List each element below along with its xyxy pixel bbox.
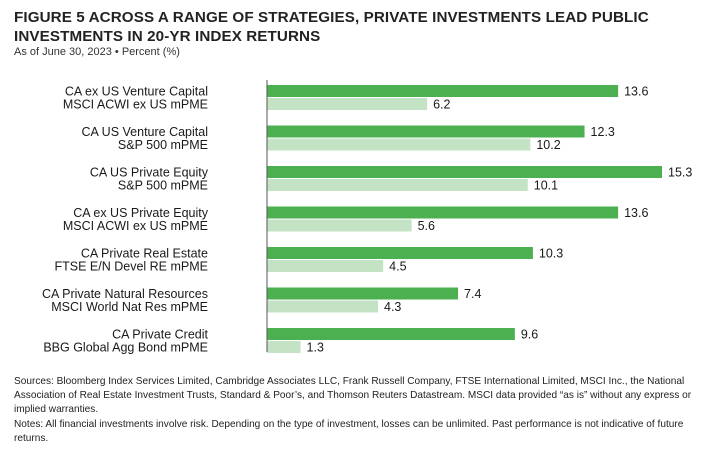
public-value-label: 4.5 xyxy=(389,260,406,274)
private-bar xyxy=(267,247,533,259)
private-category-label: CA Private Real Estate xyxy=(81,247,208,261)
private-category-label: CA ex US Venture Capital xyxy=(65,85,208,99)
private-bar xyxy=(267,287,459,300)
public-bar xyxy=(267,300,379,313)
public-bar xyxy=(267,138,531,151)
private-bar xyxy=(267,328,515,340)
private-value-label: 15.3 xyxy=(668,166,692,180)
public-category-label: MSCI World Nat Res mPME xyxy=(51,300,208,314)
public-category-label: MSCI ACWI ex US mPME xyxy=(63,219,208,233)
public-category-label: FTSE E/N Devel RE mPME xyxy=(55,260,209,274)
private-category-label: CA Private Natural Resources xyxy=(42,287,208,301)
private-value-label: 12.3 xyxy=(591,125,615,139)
public-value-label: 1.3 xyxy=(307,341,324,355)
public-value-label: 10.1 xyxy=(534,179,558,193)
private-category-label: CA Private Credit xyxy=(112,328,208,342)
public-value-label: 6.2 xyxy=(433,98,450,112)
private-value-label: 9.6 xyxy=(521,328,538,342)
private-category-label: CA US Venture Capital xyxy=(82,125,208,139)
private-bar xyxy=(267,206,619,219)
public-category-label: MSCI ACWI ex US mPME xyxy=(63,98,208,112)
public-bar xyxy=(267,260,384,272)
private-value-label: 7.4 xyxy=(464,287,481,301)
public-value-label: 5.6 xyxy=(418,219,435,233)
public-category-label: BBG Global Agg Bond mPME xyxy=(43,341,208,355)
private-category-label: CA US Private Equity xyxy=(90,166,209,180)
footnotes: Sources: Bloomberg Index Services Limite… xyxy=(14,375,704,446)
private-value-label: 10.3 xyxy=(539,247,563,261)
public-bar xyxy=(267,179,528,191)
public-bar xyxy=(267,341,301,353)
private-bar xyxy=(267,85,619,97)
figure-title: FIGURE 5 ACROSS A RANGE OF STRATEGIES, P… xyxy=(14,9,649,45)
public-category-label: S&P 500 mPME xyxy=(118,138,208,152)
private-bar xyxy=(267,166,662,178)
public-value-label: 10.2 xyxy=(536,138,560,152)
public-bar xyxy=(267,219,412,232)
sources-note: Sources: Bloomberg Index Services Limite… xyxy=(14,376,692,416)
public-category-label: S&P 500 mPME xyxy=(118,179,208,193)
private-category-label: CA ex US Private Equity xyxy=(73,206,209,220)
private-bar xyxy=(267,125,585,138)
public-bar xyxy=(267,98,428,110)
public-value-label: 4.3 xyxy=(384,300,401,314)
private-value-label: 13.6 xyxy=(624,85,648,99)
figure-subtitle: As of June 30, 2023 • Percent (%) xyxy=(14,46,180,58)
disclaimer-note: Notes: All financial investments involve… xyxy=(14,418,684,444)
private-value-label: 13.6 xyxy=(624,206,648,220)
